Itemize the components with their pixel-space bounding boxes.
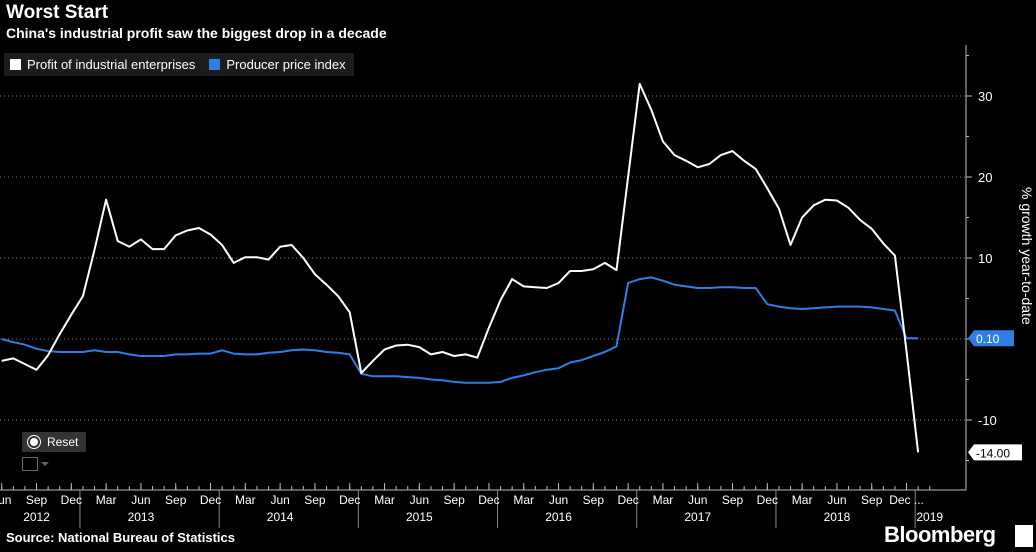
axes [0, 45, 972, 528]
end-label-box [968, 444, 1022, 461]
x-tick-label: Sep [165, 493, 187, 507]
year-label: 2018 [824, 510, 851, 524]
series-layer [1, 82, 920, 453]
x-tick-label: Mar [96, 493, 117, 507]
reset-icon [28, 436, 40, 448]
x-tick-label: Jun [131, 493, 150, 507]
year-label: 2012 [23, 510, 50, 524]
x-tick-label: Sep [26, 493, 48, 507]
x-tick-label: Mar [792, 493, 813, 507]
year-label: 2013 [128, 510, 155, 524]
reset-label: Reset [47, 435, 79, 449]
x-tick-label: Dec [200, 493, 221, 507]
x-tick-label: Mar [235, 493, 256, 507]
year-label: 2015 [406, 510, 433, 524]
y-tick-label: 20 [978, 170, 992, 185]
x-tick-label: Jun [270, 493, 289, 507]
x-tick-label: Mar [513, 493, 534, 507]
year-label: 2017 [684, 510, 711, 524]
grid-lines [0, 95, 966, 421]
legend-label-ppi: Producer price index [226, 57, 346, 72]
end-label-box [968, 330, 1014, 347]
x-tick-label: Jun [688, 493, 707, 507]
x-tick-label: Mar [374, 493, 395, 507]
x-tick-label: Sep [304, 493, 326, 507]
series-line-profit-of-industrial-enterprises [1, 82, 920, 453]
x-tick-label: Jun [549, 493, 568, 507]
y-tick-label: -10 [978, 413, 997, 428]
x-tick-label: Sep [583, 493, 605, 507]
brand-logo: Bloomberg [884, 522, 996, 547]
x-tick-label: Dec [61, 493, 82, 507]
x-tick-label: Jun [827, 493, 846, 507]
x-tick-label: Dec [757, 493, 778, 507]
y-tick-label: 30 [978, 89, 992, 104]
legend: Profit of industrial enterprises Produce… [4, 53, 354, 76]
source-note: Source: National Bureau of Statistics [6, 530, 235, 545]
series-line-producer-price-index [1, 276, 919, 384]
x-tick-label: Sep [722, 493, 744, 507]
x-tick-label: Sep [443, 493, 465, 507]
legend-swatch-profit [10, 59, 21, 70]
end-label-ppi: 0.10 [968, 330, 1014, 347]
chart-subtitle: China's industrial profit saw the bigges… [6, 25, 387, 41]
axis-labels: -100102030JunSepDecMarJunSepDecMarJunSep… [0, 89, 1022, 524]
reset-button[interactable]: Reset [22, 432, 87, 452]
x-tick-label: Dec ... [889, 493, 924, 507]
year-label: 2019 [916, 510, 943, 524]
end-label-profit: -14.00 [968, 444, 1022, 461]
chart-title: Worst Start [6, 2, 109, 23]
chart-type-dropdown[interactable] [22, 456, 52, 472]
legend-swatch-ppi [209, 59, 221, 70]
y-tick-label: 10 [978, 251, 992, 266]
x-tick-label: Sep [861, 493, 883, 507]
year-label: 2016 [545, 510, 572, 524]
x-tick-label: Jun [410, 493, 429, 507]
end-label-text: -14.00 [976, 446, 1010, 460]
end-label-text: 0.10 [976, 332, 1000, 346]
chevron-down-icon [41, 462, 49, 466]
legend-item-ppi[interactable]: Producer price index [209, 57, 346, 72]
year-label: 2014 [267, 510, 294, 524]
x-tick-label: Dec [617, 493, 638, 507]
legend-label-profit: Profit of industrial enterprises [27, 57, 196, 72]
x-tick-label: Jun [0, 493, 11, 507]
brand-mark-icon [1015, 525, 1033, 547]
x-tick-label: Dec [339, 493, 360, 507]
legend-item-profit[interactable]: Profit of industrial enterprises [10, 57, 195, 72]
y-axis-label: % growth year-to-date [1019, 187, 1035, 325]
x-tick-label: Dec [478, 493, 499, 507]
x-tick-label: Mar [653, 493, 674, 507]
line-chart-icon [22, 457, 38, 471]
